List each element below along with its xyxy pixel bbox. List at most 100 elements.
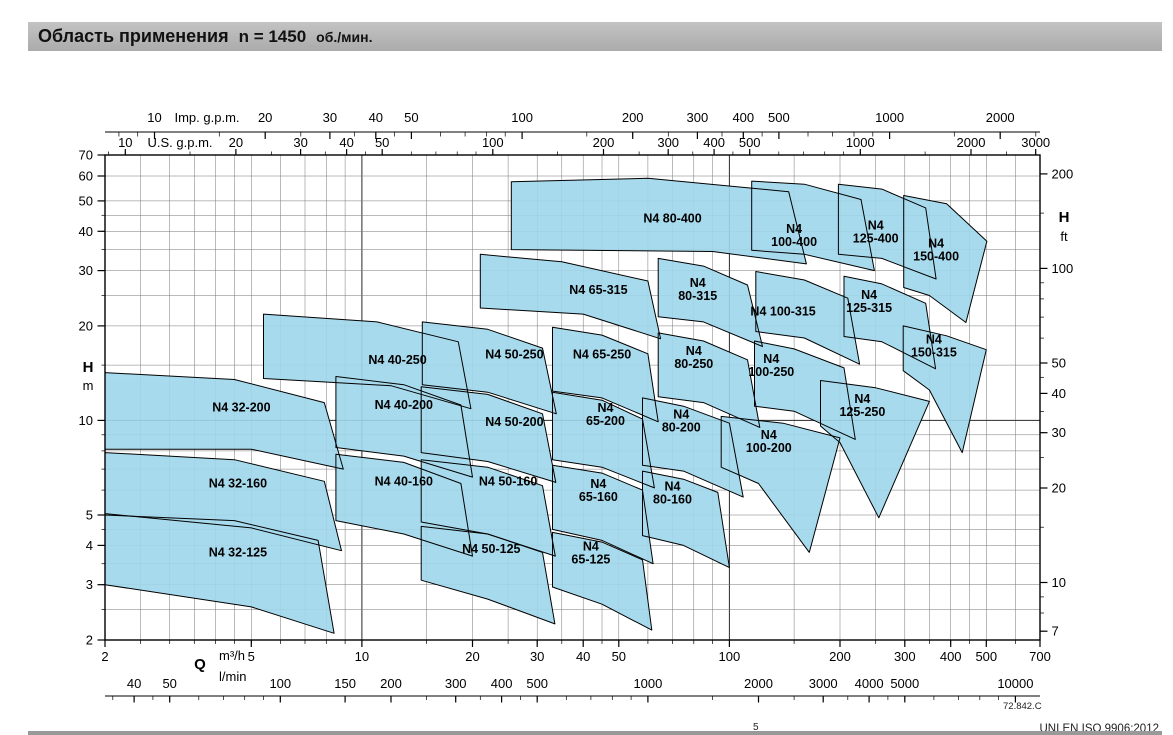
tick-label-m3h-5: 5 — [248, 649, 255, 664]
region-label-n4-32-125: N4 32-125 — [209, 545, 267, 559]
tick-label-H_ft-50: 50 — [1052, 356, 1066, 371]
region-label-n4-125-250: N4 — [854, 392, 870, 406]
tick-label-H_ft-7: 7 — [1052, 624, 1059, 639]
region-outline-n4-40-250 — [263, 313, 472, 410]
region-label-n4-50-125: N4 50-125 — [462, 542, 520, 556]
us-gpm-unit-label: U.S. g.p.m. — [147, 135, 212, 150]
region-outline-n4-125-400 — [837, 183, 937, 280]
tick-label-l_min-150: 150 — [334, 676, 356, 691]
tick-label-H_ft-100: 100 — [1052, 261, 1074, 276]
tick-label-us_gpm-40: 40 — [339, 135, 353, 150]
region-n4-65-315 — [480, 254, 661, 339]
tick-label-H_m-40: 40 — [79, 224, 93, 239]
region-n4-32-200 — [105, 372, 344, 470]
tick-label-l_min-40: 40 — [127, 676, 141, 691]
tick-label-l_min-5000: 5000 — [890, 676, 919, 691]
axis-us-gpm: 10 20 30 40 50 100 200 300 400 500 1000 2000 3000 U.S… — [108, 135, 1050, 155]
region-n4-50-160 — [421, 459, 556, 557]
region-label-n4-40-200: N4 40-200 — [375, 398, 433, 412]
footnote-fragment: 5 — [753, 722, 759, 733]
head-axis-letter-left: H — [83, 359, 94, 376]
region-outline-n4-65-250 — [552, 326, 659, 423]
tick-label-H_m-60: 60 — [79, 169, 93, 184]
tick-label-imp_gpm-30: 30 — [323, 110, 337, 125]
axis-h-m: 2 3 4 5 10 20 30 40 50 60 70 Hm — [79, 148, 105, 648]
region-outline-n4-125-250 — [820, 380, 930, 519]
region-label-n4-100-400: N4 — [786, 222, 802, 236]
region-outline-n4-50-200 — [420, 386, 557, 483]
tick-label-l_min-1000: 1000 — [633, 676, 662, 691]
region-label-n4-32-200: N4 32-200 — [212, 400, 270, 414]
region-label-n4-65-200-line2: 65-200 — [586, 414, 625, 428]
region-n4-100-200 — [721, 416, 840, 553]
tick-label-l_min-400: 400 — [491, 676, 513, 691]
region-outline-n4-65-125 — [552, 531, 653, 631]
tick-label-H_ft-200: 200 — [1052, 166, 1074, 181]
region-n4-32-160 — [105, 452, 342, 551]
tick-label-m3h-200: 200 — [829, 649, 851, 664]
region-label-n4-32-160: N4 32-160 — [209, 477, 267, 491]
region-outline-n4-80-200 — [642, 397, 744, 498]
tick-label-m3h-10: 10 — [355, 649, 369, 664]
tick-label-m3h-700: 700 — [1029, 649, 1051, 664]
region-label-n4-125-250-line2: 125-250 — [839, 405, 885, 419]
region-label-n4-150-400-line2: 150-400 — [913, 250, 959, 264]
region-outline-n4-50-250 — [421, 321, 557, 415]
tick-label-us_gpm-30: 30 — [293, 135, 307, 150]
axis-imp-gpm: 10 20 30 40 50 100 200 300 400 500 1000 2000 Imp. g.… — [105, 110, 1040, 139]
flow-axis-titles: Qm³/h l/min — [194, 648, 246, 684]
tick-label-H_ft-10: 10 — [1052, 575, 1066, 590]
plot-border — [104, 154, 1041, 641]
region-label-n4-150-315: N4 — [926, 333, 942, 347]
tick-label-H_ft-20: 20 — [1052, 481, 1066, 496]
tick-label-imp_gpm-400: 400 — [732, 110, 754, 125]
tick-label-l_min-2000: 2000 — [744, 676, 773, 691]
region-n4-32-125 — [105, 515, 335, 634]
section-title-text: Область применения — [38, 26, 229, 46]
tick-label-H_m-10: 10 — [79, 413, 93, 428]
tick-label-H_m-2: 2 — [86, 633, 93, 648]
tick-label-m3h-2: 2 — [101, 649, 108, 664]
region-outline-n4-50-160 — [420, 459, 556, 557]
region-outline-n4-65-315 — [479, 253, 662, 340]
tick-label-H_m-4: 4 — [86, 538, 93, 553]
region-label-n4-40-250: N4 40-250 — [368, 353, 426, 367]
tick-label-H_ft-30: 30 — [1052, 425, 1066, 440]
tick-label-us_gpm-50: 50 — [375, 135, 389, 150]
tick-label-imp_gpm-50: 50 — [404, 110, 418, 125]
region-n4-150-315 — [903, 325, 987, 453]
region-n4-80-160 — [642, 471, 730, 568]
tick-label-us_gpm-3000: 3000 — [1021, 135, 1050, 150]
region-label-n4-80-250-line2: 80-250 — [674, 357, 713, 371]
tick-label-us_gpm-1000: 1000 — [846, 135, 875, 150]
region-label-n4-50-200: N4 50-200 — [485, 415, 543, 429]
drawing-code: 72.842.C — [1003, 701, 1042, 712]
region-label-n4-65-160-line2: 65-160 — [579, 490, 618, 504]
tick-label-H_m-50: 50 — [79, 193, 93, 208]
region-n4-65-160 — [552, 465, 654, 564]
tick-label-H_m-70: 70 — [79, 148, 93, 163]
tick-label-imp_gpm-300: 300 — [687, 110, 709, 125]
region-outline-n4-40-160 — [335, 453, 473, 557]
tick-label-imp_gpm-10: 10 — [147, 110, 161, 125]
tick-label-H_m-30: 30 — [79, 263, 93, 278]
flow-axis-letter: Q — [194, 656, 206, 673]
region-outline-n4-100-250 — [754, 340, 856, 440]
region-label-n4-125-400: N4 — [868, 218, 884, 232]
region-label-n4-80-400: N4 80-400 — [643, 211, 701, 225]
head-axis-letter-right: H — [1059, 209, 1070, 226]
region-label-n4-150-400: N4 — [928, 237, 944, 251]
region-label-n4-80-315-line2: 80-315 — [678, 289, 717, 303]
tick-label-m3h-500: 500 — [975, 649, 997, 664]
next-section-bar-fragment — [28, 731, 1162, 735]
region-n4-80-250 — [658, 332, 760, 428]
axis-h-ft: 7 10 20 30 40 50 100 200 Hft — [1040, 166, 1074, 639]
region-n4-80-200 — [642, 397, 744, 498]
region-label-n4-100-400-line2: 100-400 — [771, 235, 817, 249]
region-label-n4-65-125: N4 — [583, 539, 599, 553]
tick-label-l_min-50: 50 — [162, 676, 176, 691]
tick-label-imp_gpm-20: 20 — [258, 110, 272, 125]
pump-region-outlines — [104, 177, 988, 634]
